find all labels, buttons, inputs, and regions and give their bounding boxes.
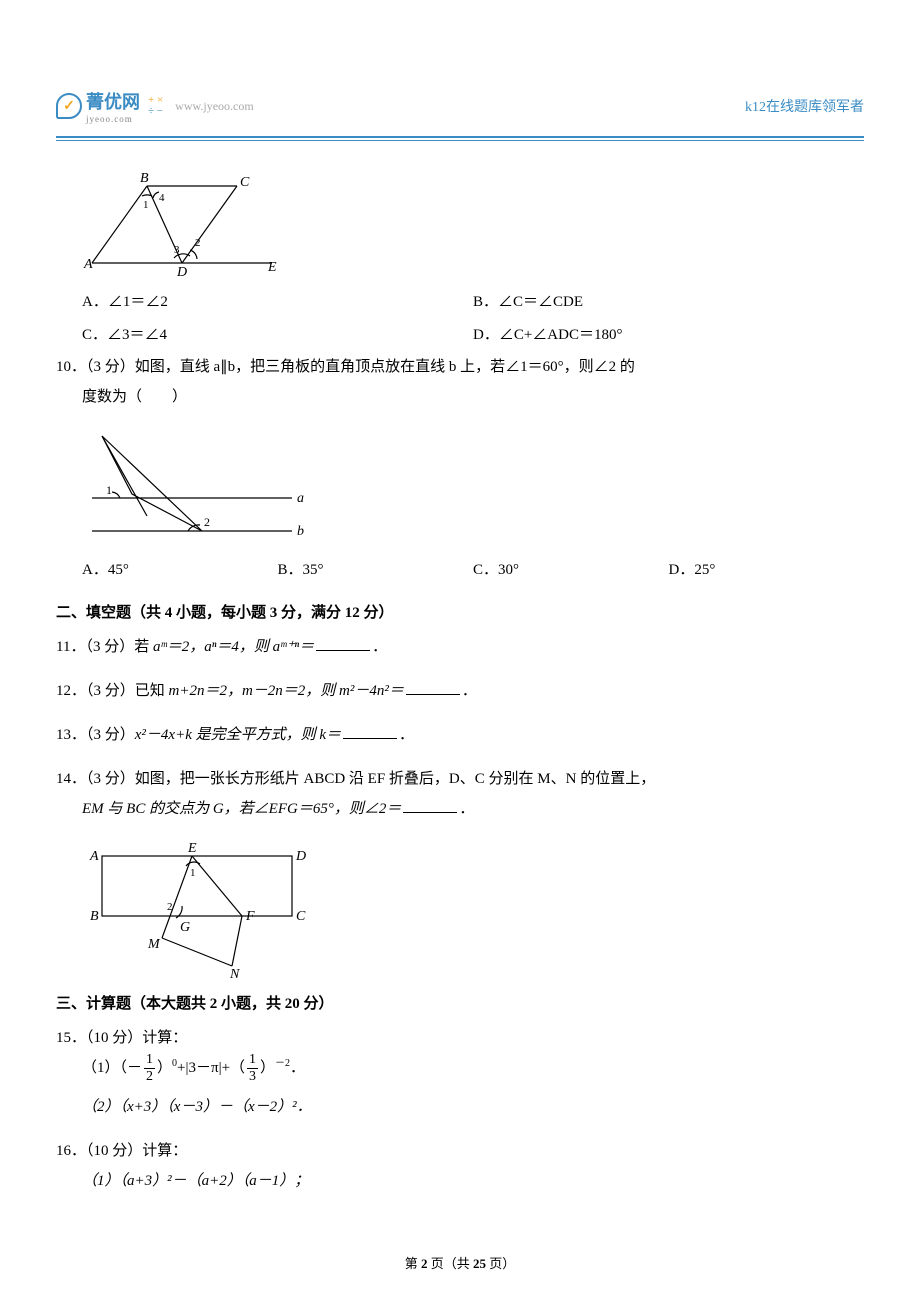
q15-part1: （1）（－12）0+|3－π|+（13）－2． [56,1053,864,1084]
q16-part1: （1）（a+3）²－（a+2）（a－1）； [56,1166,864,1196]
logo-math-symbols: + × ÷ − [148,95,163,117]
q15-p1-pre: （1）（－ [82,1060,142,1076]
footer-suf: 页） [486,1256,515,1271]
q12-expr: m+2n＝2，m－2n＝2，则 m²－4n²＝ [169,683,404,699]
q14-blank [403,812,457,813]
q11-suf: ． [372,639,387,655]
q10-text-1: 10．（3 分）如图，直线 a∥b，把三角板的直角顶点放在直线 b 上，若∠1＝… [56,359,635,375]
svg-text:2: 2 [167,901,173,913]
frac-one-third: 13 [247,1053,258,1084]
header-url: www.jyeoo.com [175,99,254,114]
logo-check-icon: ✓ [56,93,82,119]
q9-options-row2: C．∠3＝∠4 D．∠C+∠ADC＝180° [56,319,864,352]
svg-text:B: B [140,171,149,186]
svg-text:4: 4 [159,192,165,204]
q13-pre: 13．（3 分） [56,727,135,743]
q9-option-d: D．∠C+∠ADC＝180° [473,319,864,352]
frac-one-half: 12 [144,1053,155,1084]
q15-part2: （2）（x+3）（x－3）－（x－2）²． [56,1092,864,1122]
q15-p1-mid2: +|3－π|+（ [177,1060,245,1076]
logo-subtitle: jyeoo.com [86,114,140,124]
q16-head: 16．（10 分）计算： [56,1136,864,1166]
svg-text:1: 1 [143,199,149,211]
svg-text:D: D [295,849,306,864]
q15-head: 15．（10 分）计算： [56,1023,864,1053]
q13-blank [343,738,397,739]
svg-text:1: 1 [190,867,196,879]
q14-text-2-suf: ． [459,801,474,817]
page-header: ✓ 菁优网 jyeoo.com + × ÷ − www.jyeoo.com k1… [56,88,864,138]
svg-text:C: C [296,909,306,924]
q15-exp2: －2 [275,1058,290,1069]
q14-text-2-pre: EM 与 BC 的交点为 G，若∠EFG＝65°，则∠2＝ [82,801,401,817]
section-3-title: 三、计算题（本大题共 2 小题，共 20 分） [56,992,864,1013]
section-2-title: 二、填空题（共 4 小题，每小题 3 分，满分 12 分） [56,601,864,622]
svg-text:M: M [147,937,161,952]
svg-text:A: A [83,257,93,272]
brand-slogan: k12在线题库领军者 [745,96,864,116]
logo-title: 菁优网 [86,88,140,114]
q14-text-1: 14．（3 分）如图，把一张长方形纸片 ABCD 沿 EF 折叠后，D、C 分别… [56,771,655,787]
svg-text:C: C [240,175,250,190]
page-footer: 第 2 页（共 25 页） [0,1253,920,1272]
q10: 10．（3 分）如图，直线 a∥b，把三角板的直角顶点放在直线 b 上，若∠1＝… [56,352,864,412]
svg-text:A: A [89,849,99,864]
logo: ✓ 菁优网 jyeoo.com + × ÷ − [56,88,163,124]
svg-text:3: 3 [174,244,180,256]
q12-suf: ． [462,683,477,699]
q13-expr: x²－4x+k 是完全平方式，则 k＝ [135,727,341,743]
svg-text:1: 1 [106,483,112,497]
q14-diagram: A B C D E F G M N 1 2 [82,838,312,978]
q10-options-row: A．45° B．35° C．30° D．25° [56,554,864,587]
footer-mid: 页（共 [427,1256,473,1271]
svg-text:G: G [180,920,190,935]
q15-p1-mid1: ） [157,1060,172,1076]
svg-text:F: F [245,909,255,924]
svg-text:2: 2 [204,515,210,529]
q10-option-a: A．45° [82,554,278,587]
footer-total: 25 [473,1256,486,1271]
q10-option-b: B．35° [278,554,474,587]
q11-expr: aᵐ＝2，aⁿ＝4，则 aᵐ⁺ⁿ＝ [153,639,314,655]
q12-pre: 12．（3 分）已知 [56,683,169,699]
q15-p1-suf: ． [290,1060,305,1076]
q14: 14．（3 分）如图，把一张长方形纸片 ABCD 沿 EF 折叠后，D、C 分别… [56,764,864,824]
svg-text:B: B [90,909,99,924]
svg-text:E: E [187,841,197,856]
q13: 13．（3 分）x²－4x+k 是完全平方式，则 k＝ ． [56,720,864,750]
svg-text:2: 2 [195,237,201,249]
symbols-bottom: ÷ − [148,106,163,117]
q11-pre: 11．（3 分）若 [56,639,153,655]
q10-diagram: a b 1 2 [82,426,312,546]
svg-text:b: b [297,524,304,539]
q9-option-a: A．∠1＝∠2 [82,286,473,319]
svg-text:N: N [229,967,240,978]
figure-q9: A B C D E 1 4 3 2 [82,168,864,278]
svg-text:D: D [176,265,187,278]
q10-text-2: 度数为（ ） [56,382,864,412]
figure-q10: a b 1 2 [82,426,864,546]
q11-blank [316,650,370,651]
footer-pre: 第 [405,1256,421,1271]
page-content: A B C D E 1 4 3 2 A．∠1＝∠2 B．∠C＝∠CDE C．∠3… [56,168,864,1196]
figure-q14: A B C D E F G M N 1 2 [82,838,864,978]
q13-suf: ． [399,727,414,743]
q9-option-b: B．∠C＝∠CDE [473,286,864,319]
q9-options-row1: A．∠1＝∠2 B．∠C＝∠CDE [56,286,864,319]
q10-option-c: C．30° [473,554,669,587]
q10-option-d: D．25° [669,554,865,587]
svg-text:E: E [267,260,277,275]
q9-option-c: C．∠3＝∠4 [82,319,473,352]
q15: 15．（10 分）计算： （1）（－12）0+|3－π|+（13）－2． （2）… [56,1023,864,1122]
q16: 16．（10 分）计算： （1）（a+3）²－（a+2）（a－1）； [56,1136,864,1196]
q12-blank [406,694,460,695]
q9-diagram: A B C D E 1 4 3 2 [82,168,282,278]
svg-text:a: a [297,491,304,506]
q11: 11．（3 分）若 aᵐ＝2，aⁿ＝4，则 aᵐ⁺ⁿ＝ ． [56,632,864,662]
q12: 12．（3 分）已知 m+2n＝2，m－2n＝2，则 m²－4n²＝ ． [56,676,864,706]
q15-p1-mid3: ） [260,1060,275,1076]
